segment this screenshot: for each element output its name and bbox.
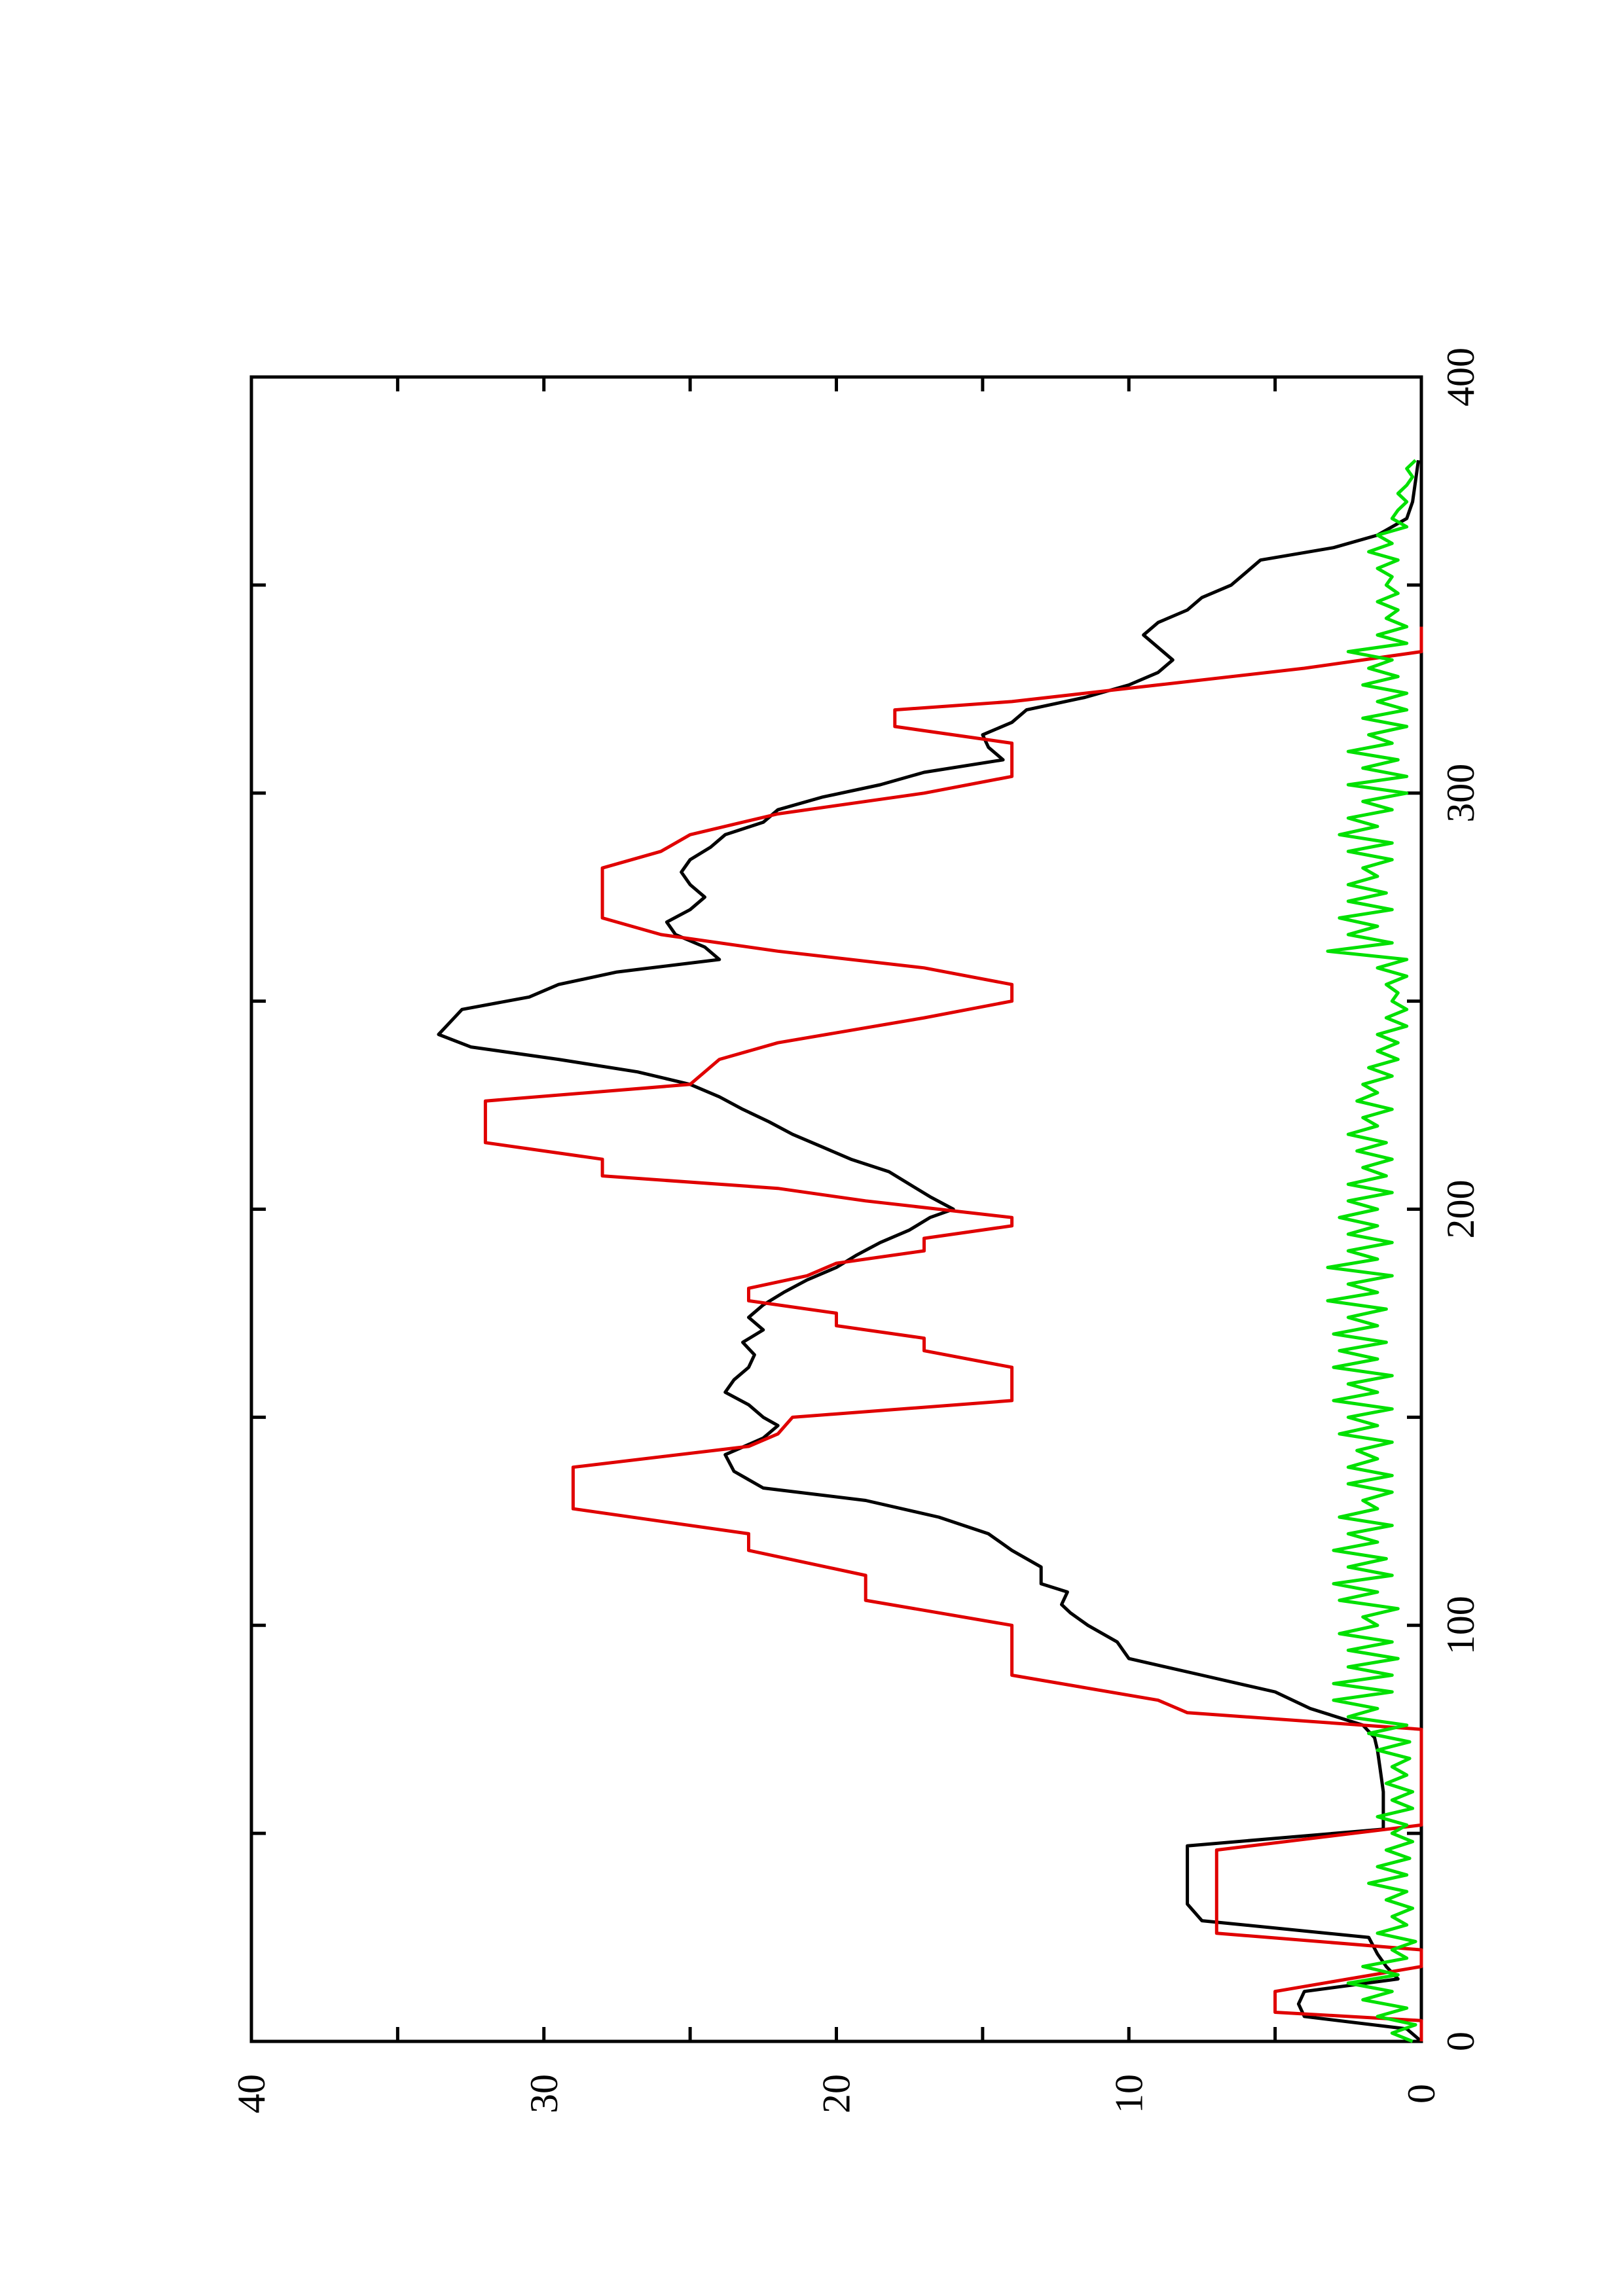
series-line-2 [483, 626, 1423, 2041]
y-tick-label: 10 [1107, 2074, 1150, 2113]
y-tick-label: 30 [522, 2074, 566, 2113]
plot-frame [249, 375, 1423, 2043]
axis-ticks [249, 375, 1423, 2043]
y-tick-label: 40 [230, 2074, 273, 2113]
tick-labels: 0 100 200 300 400 0 10 20 30 40 [230, 348, 1482, 2113]
series-line-3 [1326, 459, 1417, 2043]
y-tick-label: 0 [1400, 2084, 1443, 2104]
x-tick-label: 200 [1439, 1180, 1482, 1239]
x-tick-label: 300 [1439, 764, 1482, 823]
y-tick-label: 20 [815, 2074, 858, 2113]
series-layer [437, 459, 1423, 2043]
x-tick-label: 400 [1439, 348, 1482, 406]
series-line-1 [437, 459, 1423, 2043]
x-tick-label: 0 [1439, 2032, 1482, 2051]
x-tick-label: 100 [1439, 1596, 1482, 1655]
